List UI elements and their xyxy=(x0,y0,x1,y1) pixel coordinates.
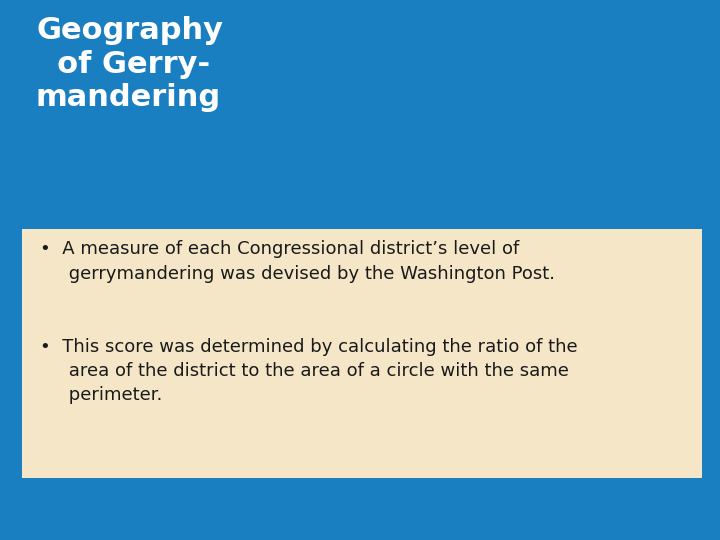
FancyBboxPatch shape xyxy=(22,230,702,478)
Text: •  This score was determined by calculating the ratio of the
     area of the di: • This score was determined by calculati… xyxy=(40,338,577,404)
Text: Geography
  of Gerry-
mandering: Geography of Gerry- mandering xyxy=(36,16,223,112)
Text: •  A measure of each Congressional district’s level of
     gerrymandering was d: • A measure of each Congressional distri… xyxy=(40,240,554,282)
